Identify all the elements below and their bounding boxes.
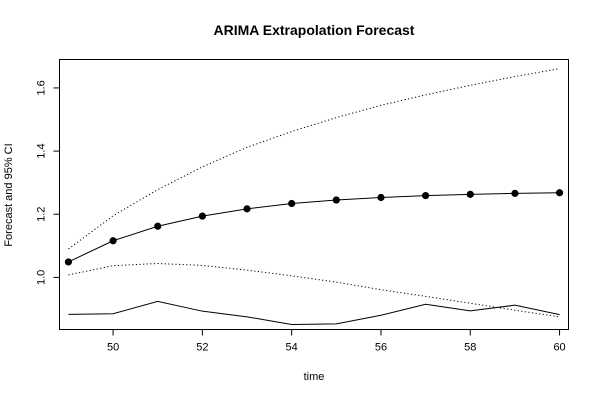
data-point-forecast-4 [243, 205, 251, 213]
x-tick-label-0: 50 [107, 342, 119, 354]
series-line-upper-95 [68, 68, 560, 250]
data-point-forecast-1 [109, 237, 117, 245]
y-tick-label-2: 1.4 [36, 143, 48, 158]
series-line-actual [68, 300, 560, 325]
data-point-forecast-9 [466, 190, 474, 198]
series-line-forecast [68, 192, 560, 263]
y-tick-label-1: 1.2 [36, 207, 48, 222]
data-point-forecast-8 [422, 192, 430, 200]
data-point-forecast-2 [154, 222, 162, 230]
x-tick-label-3: 56 [375, 342, 387, 354]
y-tick-label-3: 1.6 [36, 80, 48, 95]
plot-frame [59, 59, 569, 330]
x-tick-label-5: 60 [553, 342, 565, 354]
data-point-forecast-7 [377, 193, 385, 202]
data-point-forecast-6 [332, 196, 340, 204]
axes-layer: 50 52 54 56 58 60 1.0 1.2 1.4 1.6 [36, 80, 566, 353]
data-layer [64, 68, 564, 325]
x-tick-label-4: 58 [464, 342, 476, 354]
x-tick-label-1: 52 [196, 342, 208, 354]
data-point-forecast-11 [555, 189, 564, 197]
data-point-forecast-10 [511, 189, 519, 197]
y-axis-label: Forecast and 95% CI [3, 143, 15, 246]
data-point-forecast-0 [64, 258, 73, 266]
series-line-lower-95 [68, 262, 560, 318]
y-tick-label-0: 1.0 [36, 270, 48, 285]
x-axis-label: time [304, 371, 325, 383]
x-tick-label-2: 54 [286, 342, 298, 354]
data-point-forecast-5 [288, 199, 296, 208]
data-point-forecast-3 [198, 212, 206, 220]
chart-title: ARIMA Extrapolation Forecast [214, 22, 415, 38]
